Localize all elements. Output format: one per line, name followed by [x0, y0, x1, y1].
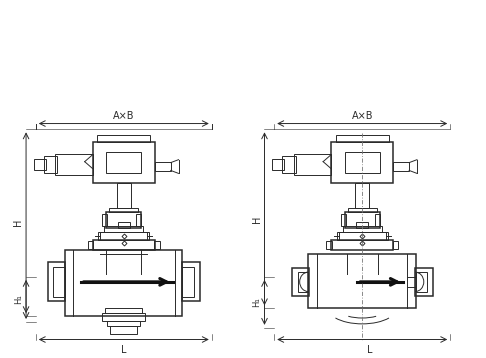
- Text: L: L: [121, 345, 126, 355]
- Bar: [53, 267, 65, 296]
- Bar: [331, 142, 394, 183]
- Bar: [92, 240, 155, 250]
- Bar: [394, 162, 409, 171]
- Bar: [298, 272, 309, 292]
- Bar: [97, 135, 150, 142]
- Bar: [415, 268, 433, 296]
- Text: H₁: H₁: [253, 297, 261, 307]
- Bar: [337, 232, 388, 240]
- Text: L: L: [367, 345, 373, 355]
- Text: H₁: H₁: [14, 295, 23, 304]
- Bar: [182, 267, 194, 296]
- Bar: [105, 308, 142, 313]
- Bar: [341, 214, 346, 226]
- Bar: [294, 154, 331, 175]
- Bar: [309, 255, 416, 308]
- Text: A×B: A×B: [351, 111, 373, 121]
- Bar: [393, 241, 399, 248]
- Bar: [282, 156, 296, 173]
- Bar: [326, 241, 332, 248]
- Bar: [102, 313, 145, 321]
- Bar: [416, 272, 427, 292]
- Bar: [65, 250, 182, 316]
- Bar: [355, 183, 369, 208]
- Bar: [100, 232, 147, 240]
- Bar: [182, 262, 200, 301]
- Bar: [155, 162, 171, 171]
- Bar: [109, 208, 139, 212]
- Text: A×B: A×B: [113, 111, 135, 121]
- Bar: [272, 159, 284, 170]
- Bar: [102, 214, 107, 226]
- Bar: [110, 326, 138, 334]
- Bar: [356, 222, 368, 228]
- Bar: [331, 240, 394, 250]
- Text: H: H: [13, 219, 23, 226]
- Bar: [87, 241, 93, 248]
- Bar: [44, 156, 57, 173]
- Bar: [343, 226, 382, 232]
- Bar: [92, 142, 155, 183]
- Bar: [345, 212, 380, 228]
- Bar: [339, 232, 386, 240]
- Bar: [55, 154, 92, 175]
- Bar: [106, 212, 141, 228]
- Bar: [292, 268, 310, 296]
- Bar: [118, 222, 130, 228]
- Bar: [104, 226, 143, 232]
- Bar: [137, 214, 141, 226]
- Bar: [345, 152, 380, 173]
- Bar: [34, 159, 46, 170]
- Text: H: H: [252, 215, 261, 223]
- Bar: [106, 152, 141, 173]
- Bar: [98, 232, 149, 240]
- Bar: [107, 321, 140, 326]
- Bar: [117, 183, 131, 208]
- Bar: [347, 208, 377, 212]
- Bar: [48, 262, 65, 301]
- Bar: [375, 214, 380, 226]
- Bar: [336, 135, 389, 142]
- Bar: [154, 241, 160, 248]
